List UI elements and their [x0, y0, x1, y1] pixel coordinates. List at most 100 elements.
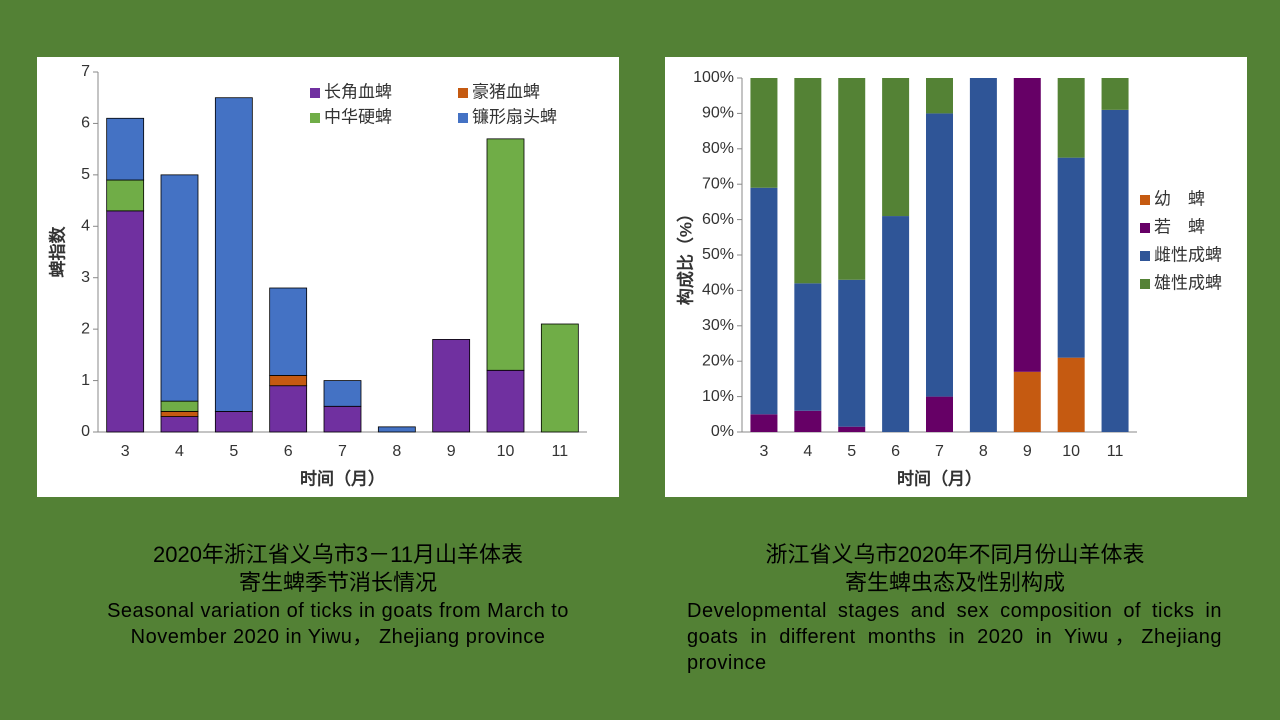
caption-zh-line: 2020年浙江省义乌市3－11月山羊体表 — [152, 542, 523, 567]
bar-segment — [750, 187, 778, 415]
y-axis-label: 构成比（%） — [675, 205, 695, 305]
y-axis-label: 蜱指数 — [47, 226, 67, 278]
legend-label: 长角血蜱 — [324, 82, 392, 101]
bar-segment — [486, 369, 525, 433]
y-tick-label: 60% — [702, 211, 734, 228]
y-tick-label: 7 — [81, 63, 90, 80]
x-tick-label: 9 — [1023, 443, 1032, 460]
bar-segment — [106, 179, 145, 212]
caption-en: Seasonal variation of ticks in goats fro… — [107, 600, 569, 648]
bar-segment — [794, 410, 822, 432]
legend-swatch — [1140, 223, 1150, 233]
y-tick-label: 90% — [702, 105, 734, 122]
legend-swatch — [1140, 251, 1150, 261]
y-tick-label: 30% — [702, 317, 734, 334]
bar-segment — [486, 138, 525, 371]
x-tick-label: 6 — [284, 443, 293, 460]
y-tick-label: 3 — [81, 269, 90, 286]
caption-zh-line: 浙江省义乌市2020年不同月份山羊体表 — [765, 542, 1145, 567]
y-tick-label: 0 — [81, 423, 90, 440]
y-tick-label: 70% — [702, 175, 734, 192]
bar-segment — [106, 117, 145, 181]
legend-label: 镰形扇头蜱 — [472, 107, 557, 126]
bar-segment — [794, 283, 822, 411]
bar-segment — [969, 78, 997, 432]
x-tick-label: 7 — [935, 443, 944, 460]
bar-segment — [1101, 78, 1129, 110]
x-tick-label: 7 — [338, 443, 347, 460]
y-tick-label: 2 — [81, 320, 90, 337]
x-tick-label: 8 — [392, 443, 401, 460]
x-tick-label: 11 — [552, 443, 569, 460]
bar-segment — [838, 426, 866, 432]
bar-segment — [269, 385, 308, 433]
x-tick-label: 3 — [759, 443, 768, 460]
x-tick-label: 9 — [447, 443, 456, 460]
y-tick-label: 1 — [81, 372, 90, 389]
x-tick-label: 5 — [847, 443, 856, 460]
legend-swatch — [458, 88, 468, 98]
legend-label: 幼 蜱 — [1154, 189, 1205, 208]
bar-segment — [750, 78, 778, 188]
x-tick-label: 6 — [891, 443, 900, 460]
bar-segment — [160, 416, 199, 433]
bar-segment — [269, 287, 308, 376]
x-tick-label: 10 — [1062, 443, 1080, 460]
legend-label: 豪猪血蜱 — [472, 81, 540, 101]
x-tick-label: 10 — [497, 443, 515, 460]
bar-segment — [926, 113, 953, 397]
bar-segment — [160, 411, 199, 417]
y-tick-label: 6 — [81, 115, 90, 132]
legend-swatch — [1140, 195, 1150, 205]
legend-swatch — [310, 113, 320, 123]
bar-segment — [838, 78, 866, 280]
bar-segment — [106, 210, 145, 433]
x-axis-label: 时间（月） — [897, 468, 982, 488]
x-axis-label: 时间（月） — [300, 468, 385, 488]
legend-swatch — [310, 88, 320, 98]
bar-segment — [1013, 371, 1041, 432]
x-tick-label: 4 — [803, 443, 812, 460]
bar-segment — [1057, 78, 1085, 158]
bar-segment — [1057, 357, 1085, 432]
bar-segment — [926, 78, 953, 114]
bar-segment — [160, 400, 199, 412]
x-tick-label: 5 — [229, 443, 238, 460]
y-tick-label: 4 — [81, 218, 90, 235]
bar-segment — [432, 339, 471, 433]
y-tick-label: 20% — [702, 352, 734, 369]
caption-en: Developmental stages and sex composition… — [687, 600, 1222, 674]
bar-segment — [882, 216, 910, 432]
x-tick-label: 8 — [979, 443, 988, 460]
bar-segment — [377, 426, 416, 433]
bar-segment — [214, 411, 253, 433]
caption-zh-line: 寄生蜱虫态及性别构成 — [844, 570, 1065, 595]
bar-segment — [750, 414, 778, 432]
bar-segment — [540, 323, 579, 433]
x-tick-label: 3 — [121, 443, 130, 460]
x-tick-label: 11 — [1107, 443, 1124, 460]
bar-segment — [926, 396, 953, 432]
y-tick-label: 100% — [693, 69, 734, 86]
bar-segment — [1013, 78, 1041, 372]
legend-label: 雄性成蜱 — [1154, 273, 1222, 292]
y-tick-label: 50% — [702, 246, 734, 263]
x-tick-label: 4 — [175, 443, 184, 460]
y-tick-label: 40% — [702, 282, 734, 299]
legend-label: 若 蜱 — [1154, 217, 1205, 236]
y-tick-label: 0% — [711, 423, 734, 440]
legend-label: 中华硬蜱 — [324, 107, 392, 126]
bar-segment — [794, 78, 822, 284]
y-tick-label: 80% — [702, 140, 734, 157]
bar-segment — [838, 279, 866, 427]
bar-segment — [269, 375, 308, 387]
bar-segment — [323, 380, 362, 407]
legend-swatch — [1140, 279, 1150, 289]
legend-label: 雌性成蜱 — [1154, 245, 1222, 264]
bar-segment — [323, 405, 362, 433]
bar-segment — [882, 78, 910, 217]
caption-zh-line: 寄生蜱季节消长情况 — [238, 570, 437, 595]
legend-swatch — [458, 113, 468, 123]
bar-segment — [160, 174, 199, 402]
